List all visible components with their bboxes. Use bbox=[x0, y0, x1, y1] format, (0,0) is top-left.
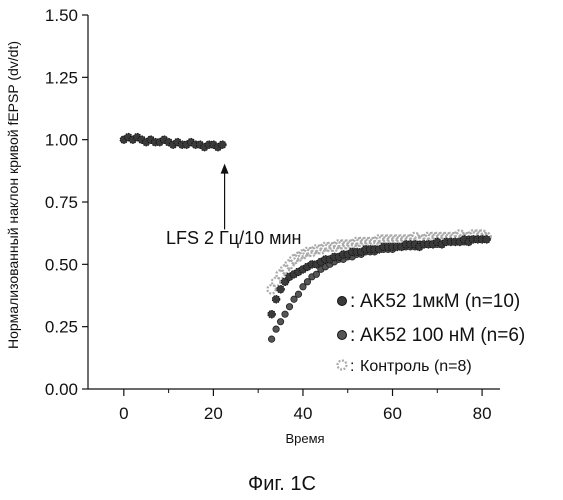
legend-colon: : bbox=[350, 325, 355, 346]
legend-label: AK52 100 нМ (n=6) bbox=[360, 325, 525, 346]
data-point bbox=[483, 236, 491, 244]
x-tick-label: 20 bbox=[204, 404, 223, 423]
data-point bbox=[277, 318, 283, 324]
annotation-label: LFS 2 Гц/10 мин bbox=[166, 228, 301, 248]
legend-colon: : bbox=[350, 291, 355, 312]
data-point bbox=[268, 336, 274, 342]
x-tick-label: 0 bbox=[119, 404, 128, 423]
legend-item: :AK52 100 нМ (n=6) bbox=[338, 325, 526, 346]
legend: :AK52 1мкМ (n=10):AK52 100 нМ (n=6):Конт… bbox=[338, 291, 526, 375]
legend-marker bbox=[338, 331, 347, 340]
x-tick-label: 60 bbox=[383, 404, 402, 423]
data-point bbox=[277, 285, 285, 293]
annotation-layer: LFS 2 Гц/10 мин bbox=[166, 164, 301, 248]
y-tick-label: 1.50 bbox=[45, 6, 78, 25]
data-point bbox=[268, 310, 276, 318]
legend-marker bbox=[338, 361, 347, 370]
y-axis-title: Нормализованный наклон кривой fEPSP (dv/… bbox=[5, 41, 21, 349]
data-point bbox=[295, 291, 301, 297]
x-axis-title: Время bbox=[285, 431, 324, 446]
y-tick-label: 0.75 bbox=[45, 193, 78, 212]
data-point bbox=[219, 141, 227, 149]
x-tick-label: 80 bbox=[473, 404, 492, 423]
legend-label: AK52 1мкМ (n=10) bbox=[360, 291, 520, 312]
x-tick-label: 40 bbox=[293, 404, 312, 423]
data-point bbox=[272, 295, 280, 303]
y-tick-label: 0.50 bbox=[45, 255, 78, 274]
annotation-arrow-head bbox=[221, 164, 229, 174]
y-tick-label: 1.25 bbox=[45, 68, 78, 87]
data-point bbox=[273, 326, 279, 332]
figure-caption: Фиг. 1С bbox=[248, 473, 316, 495]
legend-item: :AK52 1мкМ (n=10) bbox=[338, 291, 521, 312]
legend-colon: : bbox=[350, 358, 354, 375]
legend-item: : Контроль (n=8) bbox=[338, 358, 472, 375]
legend-marker bbox=[338, 297, 347, 306]
legend-label: Контроль (n=8) bbox=[360, 358, 472, 375]
data-point bbox=[286, 304, 292, 310]
y-tick-label: 0.25 bbox=[45, 318, 78, 337]
data-point bbox=[282, 311, 288, 317]
y-tick-label: 1.00 bbox=[45, 131, 78, 150]
y-tick-label: 0.00 bbox=[45, 380, 78, 399]
